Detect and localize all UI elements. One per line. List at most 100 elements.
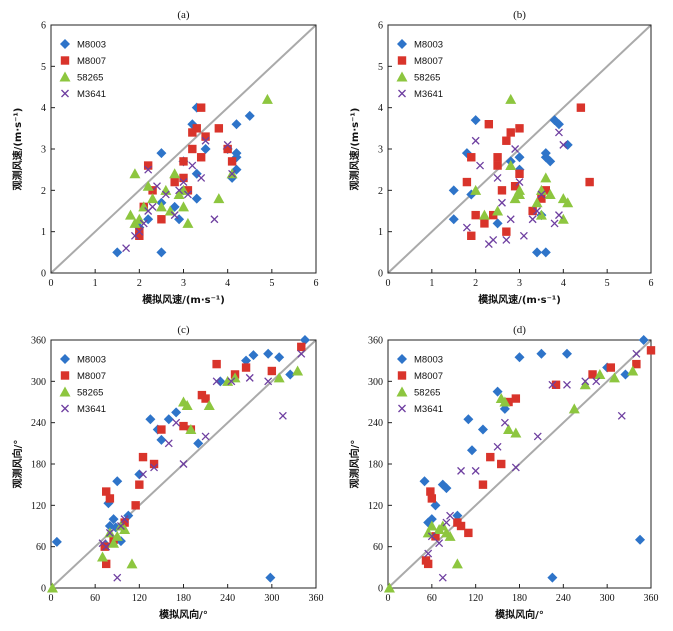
marker-stroke [533,432,542,441]
data-point [248,350,259,361]
data-point [264,377,273,386]
marker-stroke [102,542,111,551]
data-point [427,532,436,541]
data-point [462,223,471,232]
reference-line [387,24,652,274]
data-point [179,421,188,431]
y-tick-label: 120 [368,501,383,512]
legend-marker [60,354,70,364]
data-point [188,144,197,154]
data-point [544,188,556,199]
data-point [145,414,156,425]
marker-stroke [554,211,563,220]
series-M8003 [448,115,573,258]
marker-stroke [61,89,69,98]
data-point [478,480,488,489]
data-point [419,476,430,487]
x-tick-label: 1 [429,278,434,289]
data-point [120,518,129,527]
marker-stroke [435,539,444,548]
data-point [179,178,188,187]
legend-marker [397,39,407,49]
marker-stroke [105,528,114,537]
data-point [153,182,161,191]
y-tick-label: 5 [378,62,383,73]
marker-stroke [197,173,206,182]
data-point [502,235,511,244]
data-point [156,247,167,258]
x-tick-label: 0 [49,278,54,289]
data-point [470,184,482,195]
data-point [196,103,206,112]
data-point [182,217,194,228]
data-point [179,157,188,166]
data-point [142,180,154,191]
data-point [426,514,437,525]
marker-stroke [493,442,502,451]
x-axis-label: 模拟风向/° [495,608,544,621]
data-point [540,148,551,159]
y-axis-label: 观测风向/° [11,440,24,489]
data-point [551,380,561,389]
data-point [493,153,502,162]
data-point [179,460,188,468]
marker-stroke [223,140,232,149]
marker-stroke [632,349,641,358]
data-point [112,247,123,258]
data-point [297,342,306,352]
data-point [451,558,463,569]
data-point [519,231,528,240]
data-point [561,348,572,359]
legend-marker [59,386,71,397]
data-point [502,136,511,145]
data-point [116,522,125,530]
data-point [435,539,444,548]
panel-title: (c) [177,324,190,336]
marker-stroke [264,377,273,386]
data-point [480,219,489,228]
data-point [102,542,111,551]
legend-marker [60,39,70,49]
x-tick-label: 180 [176,593,191,604]
y-tick-label: 6 [378,21,383,32]
series-M3641 [98,349,306,582]
data-point [299,335,310,345]
data-point [478,209,490,220]
data-point [227,157,237,166]
data-point [201,432,210,441]
chart-panel: 0 60 120 180 240 300 360 0 60 120 180 240 300 360 (d) 模… [348,324,659,621]
data-point [210,215,219,224]
data-point [617,411,626,420]
data-point [170,211,179,220]
legend-label: 58265 [77,388,103,399]
data-point [467,231,476,240]
data-point [448,214,459,225]
data-point [100,542,109,551]
x-tick-label: 3 [181,278,186,289]
marker-stroke [506,215,515,224]
marker-stroke [398,89,406,98]
x-tick-label: 0 [49,593,54,604]
legend: M8003 M8007 58265 M3641 [396,39,443,100]
data-point [493,161,502,170]
x-tick-label: 4 [225,278,230,289]
y-axis-label: 观测风向/° [348,440,361,489]
data-point [178,201,189,212]
marker-stroke [476,161,485,170]
data-point [430,500,441,511]
marker-stroke [446,511,455,520]
marker-stroke [471,466,480,475]
marker-stroke [170,211,179,220]
data-point [231,119,242,130]
y-tick-label: 360 [368,336,383,347]
data-point [632,349,641,358]
data-point [285,369,296,380]
data-point [505,160,517,171]
data-point [506,215,515,224]
marker-stroke [550,219,559,228]
data-point [164,439,173,448]
data-point [638,335,649,345]
data-point [514,352,525,363]
marker-stroke [559,140,568,149]
y-tick-label: 0 [378,584,383,595]
